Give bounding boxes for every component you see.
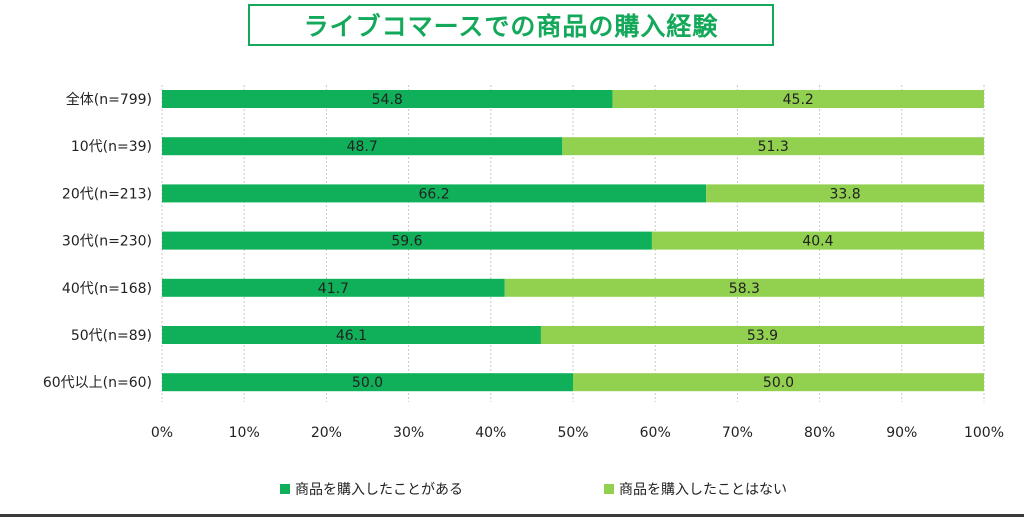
data-label: 66.2 xyxy=(418,186,449,202)
chart-title: ライブコマースでの商品の購入経験 xyxy=(303,12,719,41)
data-label: 59.6 xyxy=(391,234,422,250)
bar-segment xyxy=(162,231,652,250)
x-tick-label: 40% xyxy=(475,425,506,441)
bottom-border xyxy=(0,514,1024,517)
legend-label: 商品を購入したことはない xyxy=(619,482,787,498)
bar-segment xyxy=(504,278,984,297)
category-label: 30代(n=230) xyxy=(62,234,152,250)
x-tick-label: 90% xyxy=(886,425,917,441)
data-label: 50.0 xyxy=(352,375,383,391)
bar-segment xyxy=(162,373,573,392)
category-label: 20代(n=213) xyxy=(62,186,152,202)
bar-segment xyxy=(162,278,505,297)
legend-swatch xyxy=(604,484,614,494)
x-tick-label: 100% xyxy=(964,425,1004,441)
data-label: 40.4 xyxy=(802,234,833,250)
data-label: 58.3 xyxy=(729,281,760,297)
x-tick-label: 10% xyxy=(229,425,260,441)
category-label: 50代(n=89) xyxy=(71,328,152,344)
data-label: 50.0 xyxy=(763,375,794,391)
bar-segment xyxy=(706,184,984,203)
bar-segment xyxy=(162,184,707,203)
x-tick-label: 60% xyxy=(640,425,671,441)
data-label: 46.1 xyxy=(336,328,367,344)
x-tick-label: 50% xyxy=(557,425,588,441)
bar-segment xyxy=(612,90,984,108)
legend-swatch xyxy=(280,484,290,494)
category-label: 40代(n=168) xyxy=(62,281,152,297)
category-label: 60代以上(n=60) xyxy=(43,375,152,391)
legend-label: 商品を購入したことがある xyxy=(295,482,463,498)
chart-title-box: ライブコマースでの商品の購入経験 xyxy=(248,4,774,46)
x-tick-label: 70% xyxy=(722,425,753,441)
data-label: 53.9 xyxy=(747,328,778,344)
x-tick-label: 30% xyxy=(393,425,424,441)
bar-segment xyxy=(573,373,984,392)
bar-segment xyxy=(162,137,563,156)
data-label: 33.8 xyxy=(829,186,860,202)
x-tick-label: 0% xyxy=(151,425,173,441)
data-label: 54.8 xyxy=(372,92,403,108)
data-label: 45.2 xyxy=(783,92,814,108)
bar-segment xyxy=(162,326,541,344)
data-label: 41.7 xyxy=(318,281,349,297)
data-label: 51.3 xyxy=(758,139,789,155)
category-label: 全体(n=799) xyxy=(66,91,152,108)
bar-segment xyxy=(162,90,613,108)
x-tick-label: 20% xyxy=(311,425,342,441)
bar-segment xyxy=(651,231,984,250)
data-label: 48.7 xyxy=(347,139,378,155)
x-tick-label: 80% xyxy=(804,425,835,441)
bar-segment xyxy=(562,137,984,156)
category-label: 10代(n=39) xyxy=(71,139,152,155)
bar-segment xyxy=(540,326,984,344)
